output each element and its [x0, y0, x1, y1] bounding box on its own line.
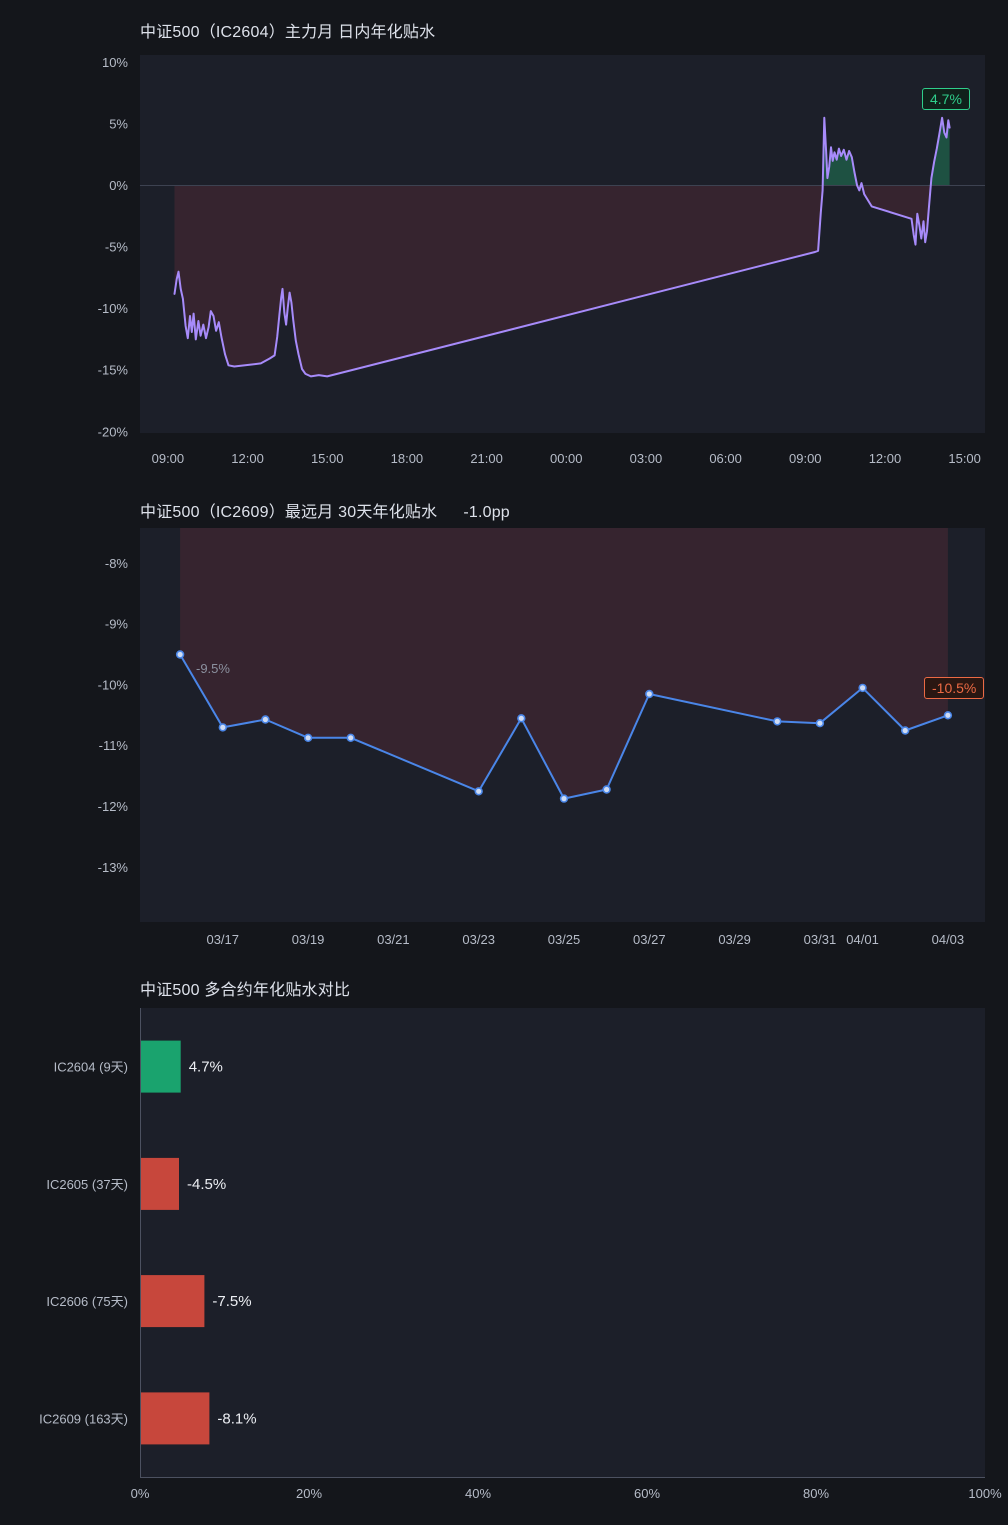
y-axis-tick-label: -9% [105, 617, 129, 632]
y-axis-tick-label: 0% [109, 178, 128, 193]
x-axis-tick-label: 20% [296, 1486, 322, 1501]
bar-value-label: -8.1% [217, 1410, 256, 1427]
contract-basis-bar [141, 1392, 210, 1445]
x-axis-tick-label: 15:00 [948, 451, 981, 466]
intraday-last-value-badge: 4.7% [922, 88, 970, 110]
contract-basis-bar [141, 1040, 181, 1093]
contract-basis-bar [141, 1157, 179, 1210]
data-point-dot [175, 650, 185, 659]
x-axis-tick-label: 00:00 [550, 451, 583, 466]
data-point-dot [517, 714, 526, 723]
x-axis-tick-label: 12:00 [231, 451, 264, 466]
data-point-dot [858, 683, 867, 693]
far-month-last-value-badge: -10.5% [924, 677, 985, 699]
y-axis-tick-label: -12% [98, 799, 129, 814]
y-axis-tick-label: -10% [98, 301, 129, 316]
x-axis-tick-label: 09:00 [789, 451, 822, 466]
compare-chart-canvas[interactable]: 4.7% IC2604 (9天) -4.5% IC2605 (37天) -7.5% IC2… [0, 995, 1008, 1515]
far-month-delta-label: -1.0pp [463, 504, 510, 521]
x-axis-tick-label: 09:00 [152, 451, 185, 466]
bar-value-label: -7.5% [212, 1293, 251, 1310]
x-axis-tick-label: 03/27 [633, 932, 666, 947]
x-axis-tick-label: 04/03 [932, 932, 965, 947]
data-point-dot [900, 726, 910, 735]
x-axis-tick-label: 03/23 [462, 932, 495, 947]
negative-basis-area [174, 185, 931, 377]
x-axis-tick-label: 18:00 [391, 451, 424, 466]
data-point-dot [602, 785, 611, 794]
x-axis-tick-label: 03/21 [377, 932, 410, 947]
data-point-dot [474, 787, 483, 796]
x-axis-tick-label: 03/25 [548, 932, 581, 947]
x-axis-tick-label: 12:00 [869, 451, 902, 466]
data-point-dot [303, 733, 313, 743]
bar-value-label: 4.7% [189, 1059, 223, 1076]
far-month-first-point-label: -9.5% [196, 661, 230, 676]
contract-basis-bar [141, 1275, 205, 1328]
data-point-dot [773, 717, 782, 726]
far-month-chart-title: 中证500（IC2609）最远月 30天年化贴水 -1.0pp [140, 498, 510, 522]
data-point-dot [261, 715, 270, 724]
data-point-dot [943, 711, 953, 720]
y-axis-tick-label: -11% [99, 738, 129, 753]
x-axis-tick-label: 03:00 [630, 451, 663, 466]
bar-category-label: IC2605 (37天) [46, 1177, 128, 1192]
basis-discount-area [180, 528, 948, 799]
y-axis-tick-label: -13% [98, 860, 129, 875]
x-axis-tick-label: 60% [634, 1486, 660, 1501]
data-point-dot [346, 733, 355, 743]
far-month-title-text: 中证500（IC2609）最远月 30天年化贴水 [140, 504, 438, 521]
x-axis-tick-label: 04/01 [846, 932, 879, 947]
bar-category-label: IC2606 (75天) [46, 1294, 128, 1309]
y-axis-tick-label: -10% [98, 677, 129, 692]
y-axis-tick-label: -15% [98, 363, 129, 378]
data-point-dot [559, 794, 569, 803]
far-month-plot-area[interactable] [140, 528, 985, 922]
y-axis-tick-label: 5% [109, 116, 128, 131]
intraday-series-line [173, 116, 951, 378]
x-axis-tick-label: 03/31 [804, 932, 837, 947]
x-axis-tick-label: 03/19 [292, 932, 325, 947]
y-axis-tick-label: -5% [105, 240, 129, 255]
x-axis-tick-label: 03/29 [718, 932, 751, 947]
bar-category-label: IC2609 (163天) [39, 1411, 128, 1426]
bar-category-label: IC2604 (9天) [54, 1060, 128, 1075]
x-axis-tick-label: 0% [131, 1486, 150, 1501]
intraday-plot-area[interactable] [140, 55, 985, 433]
intraday-chart-title: 中证500（IC2604）主力月 日内年化贴水 [140, 24, 436, 41]
data-point-dot [815, 719, 825, 728]
x-axis-tick-label: 03/17 [206, 932, 239, 947]
x-axis-tick-label: 06:00 [709, 451, 742, 466]
x-axis-tick-label: 21:00 [470, 451, 503, 466]
compare-plot-area[interactable] [140, 1008, 985, 1477]
x-axis-tick-label: 15:00 [311, 451, 344, 466]
compare-chart-title: 中证500 多合约年化贴水对比 [140, 982, 351, 999]
y-axis-tick-label: -20% [98, 424, 129, 439]
intraday-chart-canvas[interactable]: 10% 5% 0% -5% -10% -15% -20% 09:00 12:00 15:00 18:… [0, 42, 1008, 474]
data-point-dot [645, 689, 654, 699]
data-point-dot [218, 723, 228, 732]
far-month-chart-canvas[interactable]: -8% -9% -10% -11% -12% -13% 03/17 03/19 03/21 03/… [0, 505, 1008, 960]
bar-value-label: -4.5% [187, 1176, 226, 1193]
x-axis-tick-label: 80% [803, 1486, 829, 1501]
x-axis-tick-label: 100% [968, 1486, 1002, 1501]
y-axis-tick-label: -8% [105, 556, 129, 571]
x-axis-tick-label: 40% [465, 1486, 491, 1501]
y-axis-tick-label: 10% [102, 55, 128, 70]
